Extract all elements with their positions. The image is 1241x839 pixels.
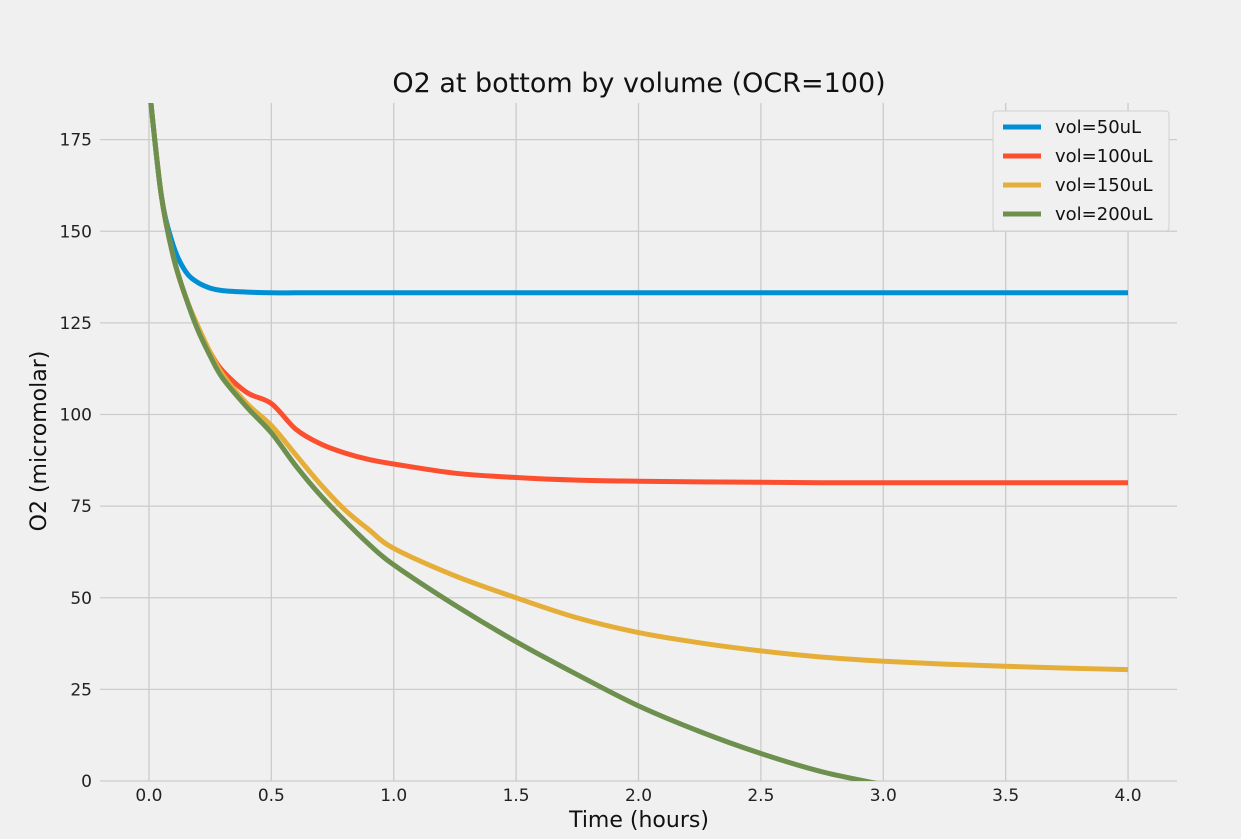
x-tick-label: 3.5 bbox=[992, 786, 1019, 806]
legend: vol=50uL vol=100uL vol=150uL vol=200uL bbox=[992, 110, 1170, 232]
x-tick-label: 2.0 bbox=[625, 786, 652, 806]
y-tick-label: 150 bbox=[60, 222, 92, 242]
series-line-vol-200ul bbox=[148, 103, 878, 781]
y-tick-label: 25 bbox=[70, 680, 92, 700]
x-tick-label: 0.5 bbox=[258, 786, 285, 806]
y-tick-label: 125 bbox=[60, 314, 92, 334]
series-lines bbox=[148, 103, 1129, 781]
legend-label: vol=200uL bbox=[1055, 204, 1153, 225]
y-tick-label: 100 bbox=[60, 406, 92, 426]
series-line-vol-50ul bbox=[148, 103, 1128, 296]
legend-label: vol=150uL bbox=[1055, 175, 1153, 196]
grid-lines bbox=[100, 103, 1177, 782]
y-tick-label: 75 bbox=[70, 497, 92, 517]
chart-title: O2 at bottom by volume (OCR=100) bbox=[392, 68, 885, 99]
legend-label: vol=100uL bbox=[1055, 146, 1153, 167]
x-tick-label: 0.0 bbox=[135, 786, 162, 806]
y-tick-label: 0 bbox=[81, 772, 92, 792]
y-axis-label: O2 (micromolar) bbox=[27, 351, 52, 532]
y-tick-label: 50 bbox=[70, 589, 92, 609]
x-tick-label: 2.5 bbox=[747, 786, 774, 806]
x-tick-label: 1.0 bbox=[380, 786, 407, 806]
y-tick-label: 175 bbox=[60, 131, 92, 151]
legend-box bbox=[992, 110, 1170, 232]
x-axis-label: Time (hours) bbox=[568, 808, 709, 833]
legend-label: vol=50uL bbox=[1055, 117, 1141, 138]
x-tick-labels: 0.0 0.5 1.0 1.5 2.0 2.5 3.0 3.5 4.0 bbox=[135, 786, 1141, 806]
y-tick-labels: 0 25 50 75 100 125 150 175 bbox=[60, 131, 92, 792]
x-tick-label: 1.5 bbox=[503, 786, 530, 806]
x-tick-label: 4.0 bbox=[1115, 786, 1142, 806]
x-tick-label: 3.0 bbox=[870, 786, 897, 806]
